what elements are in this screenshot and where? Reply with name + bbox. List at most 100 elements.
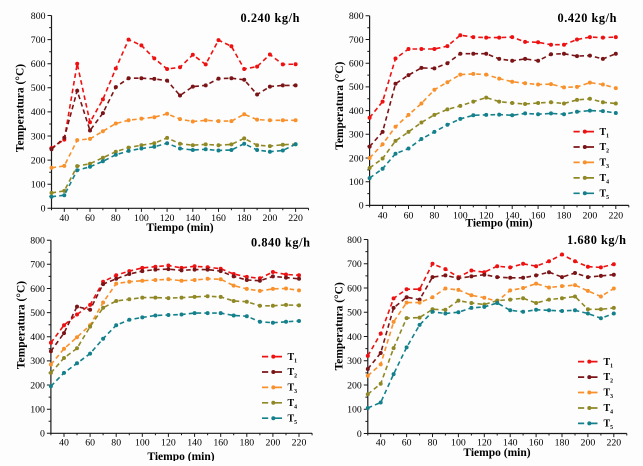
svg-text:800: 800: [30, 236, 45, 247]
svg-text:600: 600: [30, 284, 45, 295]
svg-text:0: 0: [359, 201, 364, 212]
svg-text:100: 100: [451, 438, 466, 449]
svg-text:60: 60: [404, 210, 414, 221]
svg-text:200: 200: [31, 155, 46, 166]
svg-text:200: 200: [349, 153, 364, 164]
svg-text:200: 200: [266, 437, 281, 448]
svg-text:80: 80: [428, 438, 438, 449]
svg-text:400: 400: [30, 332, 45, 343]
svg-text:T4: T4: [600, 173, 610, 186]
svg-text:T3: T3: [604, 388, 614, 401]
svg-text:0: 0: [357, 429, 362, 440]
svg-text:40: 40: [376, 438, 386, 449]
svg-text:Tiempo (min): Tiempo (min): [463, 447, 530, 459]
svg-text:Temperatura (°C): Temperatura (°C): [15, 64, 27, 152]
svg-text:700: 700: [349, 35, 364, 46]
svg-text:T2: T2: [604, 372, 614, 385]
svg-text:Tiempo (min): Tiempo (min): [465, 218, 532, 230]
svg-text:0.420 kg/h: 0.420 kg/h: [558, 11, 618, 25]
svg-text:T5: T5: [604, 419, 614, 432]
svg-text:T2: T2: [288, 367, 298, 380]
svg-text:T3: T3: [600, 158, 610, 171]
svg-text:400: 400: [349, 106, 364, 117]
svg-text:600: 600: [347, 283, 362, 294]
svg-text:0: 0: [41, 204, 46, 215]
svg-text:T5: T5: [600, 189, 610, 202]
svg-text:T3: T3: [288, 383, 298, 396]
svg-text:80: 80: [111, 437, 121, 448]
svg-text:100: 100: [453, 210, 468, 221]
svg-text:Tiempo (min): Tiempo (min): [147, 451, 214, 461]
svg-text:200: 200: [263, 213, 278, 224]
svg-text:400: 400: [347, 332, 362, 343]
svg-text:100: 100: [347, 405, 362, 416]
svg-text:500: 500: [31, 83, 46, 94]
svg-text:0.840 kg/h: 0.840 kg/h: [251, 235, 311, 249]
svg-text:0.240 kg/h: 0.240 kg/h: [241, 11, 301, 25]
svg-text:220: 220: [288, 213, 303, 224]
svg-text:40: 40: [59, 437, 69, 448]
svg-text:500: 500: [347, 308, 362, 319]
svg-text:100: 100: [135, 437, 150, 448]
svg-text:300: 300: [31, 131, 46, 142]
svg-text:700: 700: [31, 35, 46, 46]
svg-text:1.680 kg/h: 1.680 kg/h: [567, 233, 627, 247]
svg-text:300: 300: [349, 130, 364, 141]
svg-text:60: 60: [85, 213, 95, 224]
svg-text:Temperatura (°C): Temperatura (°C): [16, 281, 28, 369]
svg-text:160: 160: [529, 438, 544, 449]
svg-text:140: 140: [187, 437, 202, 448]
svg-text:60: 60: [402, 438, 412, 449]
svg-text:160: 160: [211, 213, 226, 224]
svg-text:500: 500: [349, 82, 364, 93]
svg-text:100: 100: [349, 177, 364, 188]
svg-text:500: 500: [30, 308, 45, 319]
svg-text:220: 220: [606, 438, 621, 449]
svg-text:800: 800: [349, 11, 364, 22]
svg-text:T4: T4: [604, 403, 614, 416]
svg-text:180: 180: [555, 438, 570, 449]
svg-text:120: 120: [477, 438, 492, 449]
svg-text:160: 160: [213, 437, 228, 448]
svg-text:200: 200: [581, 438, 596, 449]
svg-text:300: 300: [30, 356, 45, 367]
svg-text:700: 700: [347, 259, 362, 270]
svg-text:400: 400: [31, 107, 46, 118]
svg-text:220: 220: [292, 437, 307, 448]
svg-text:T1: T1: [600, 127, 610, 140]
svg-text:700: 700: [30, 260, 45, 271]
svg-text:100: 100: [30, 405, 45, 416]
svg-text:80: 80: [111, 213, 121, 224]
svg-text:200: 200: [583, 210, 598, 221]
svg-text:100: 100: [31, 180, 46, 191]
svg-text:T1: T1: [604, 357, 614, 370]
svg-text:T2: T2: [600, 142, 610, 155]
svg-text:800: 800: [31, 11, 46, 22]
svg-text:180: 180: [237, 213, 252, 224]
svg-text:140: 140: [505, 210, 520, 221]
svg-text:140: 140: [503, 438, 518, 449]
svg-text:T5: T5: [288, 413, 298, 426]
svg-text:160: 160: [531, 210, 546, 221]
svg-text:800: 800: [347, 235, 362, 246]
svg-text:140: 140: [185, 213, 200, 224]
svg-text:180: 180: [557, 210, 572, 221]
svg-text:Temperatura (°C): Temperatura (°C): [334, 61, 346, 149]
svg-text:200: 200: [347, 380, 362, 391]
svg-text:120: 120: [160, 213, 175, 224]
svg-text:600: 600: [349, 59, 364, 70]
svg-text:200: 200: [30, 380, 45, 391]
svg-text:80: 80: [430, 210, 440, 221]
svg-text:T4: T4: [288, 398, 298, 411]
svg-text:180: 180: [239, 437, 254, 448]
svg-text:600: 600: [31, 59, 46, 70]
svg-text:120: 120: [479, 210, 494, 221]
svg-text:40: 40: [378, 210, 388, 221]
svg-text:Temperatura (°C): Temperatura (°C): [334, 282, 346, 370]
svg-text:Tiempo (min): Tiempo (min): [146, 222, 213, 234]
svg-text:T1: T1: [288, 352, 298, 365]
svg-text:40: 40: [59, 213, 69, 224]
svg-text:100: 100: [134, 213, 149, 224]
svg-text:0: 0: [40, 429, 45, 440]
svg-text:220: 220: [608, 210, 623, 221]
